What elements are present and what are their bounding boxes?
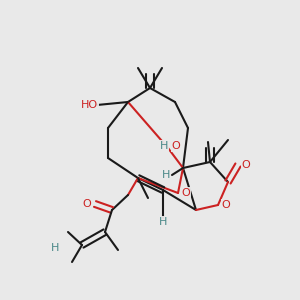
Text: O: O [182, 188, 190, 198]
Text: O: O [172, 141, 180, 151]
Text: O: O [242, 160, 250, 170]
Text: H: H [160, 141, 168, 151]
Text: O: O [222, 200, 230, 210]
Text: HO: HO [80, 100, 98, 110]
Text: H: H [51, 243, 59, 253]
Text: H: H [162, 170, 170, 180]
Text: H: H [159, 217, 167, 227]
Text: O: O [82, 199, 91, 209]
